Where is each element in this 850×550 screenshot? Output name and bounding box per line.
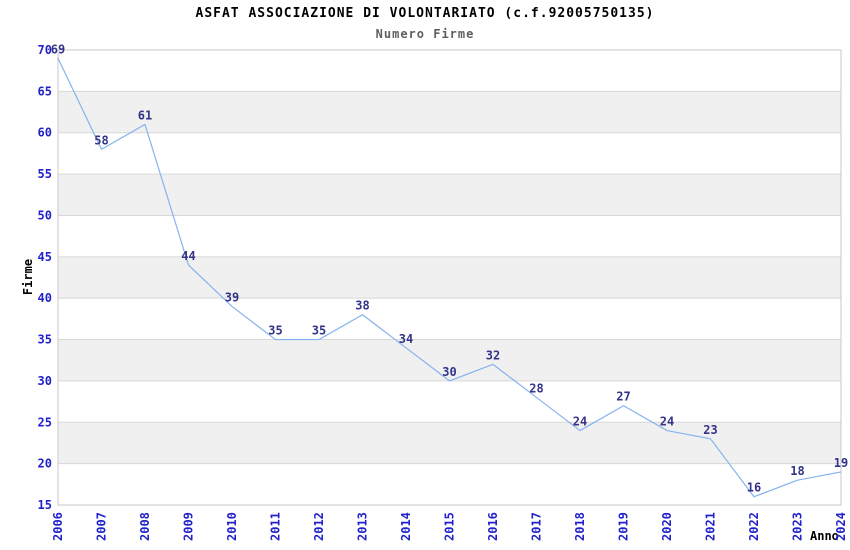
y-tick-label: 15 xyxy=(38,498,52,512)
x-tick-label: 2010 xyxy=(225,512,239,541)
chart-title: ASFAT ASSOCIAZIONE DI VOLONTARIATO (c.f.… xyxy=(195,6,655,21)
data-label: 32 xyxy=(486,348,500,362)
x-tick-label: 2020 xyxy=(660,512,674,541)
x-axis-title: Anno xyxy=(810,529,839,543)
chart-subtitle: Numero Firme xyxy=(375,27,475,41)
plot-band xyxy=(58,256,841,299)
data-label: 24 xyxy=(573,415,587,429)
x-tick-label: 2011 xyxy=(269,512,283,541)
y-tick-label: 60 xyxy=(38,126,52,140)
data-label: 30 xyxy=(442,365,456,379)
x-tick-label: 2014 xyxy=(399,512,413,541)
data-label: 44 xyxy=(181,249,195,263)
x-tick-label: 2006 xyxy=(51,512,65,541)
data-label: 39 xyxy=(225,290,239,304)
x-tick-label: 2022 xyxy=(747,512,761,541)
x-tick-label: 2008 xyxy=(138,512,152,541)
data-label: 58 xyxy=(94,133,108,147)
plot-band xyxy=(58,339,841,381)
series-line xyxy=(57,58,842,498)
y-tick-label: 55 xyxy=(38,167,52,181)
y-tick-label: 45 xyxy=(38,250,52,264)
x-tick-label: 2012 xyxy=(312,512,326,541)
x-tick-label: 2023 xyxy=(791,512,805,541)
data-label: 16 xyxy=(747,481,761,495)
data-label: 38 xyxy=(355,299,369,313)
x-tick-label: 2015 xyxy=(443,512,457,541)
x-tick-label: 2013 xyxy=(356,512,370,541)
y-tick-label: 35 xyxy=(38,333,52,347)
data-label: 69 xyxy=(51,42,65,56)
y-tick-label: 50 xyxy=(38,208,52,222)
y-tick-label: 30 xyxy=(38,374,52,388)
data-label: 27 xyxy=(616,390,630,404)
y-tick-label: 25 xyxy=(38,415,52,429)
data-label: 35 xyxy=(312,324,326,338)
x-tick-label: 2009 xyxy=(182,512,196,541)
x-tick-label: 2018 xyxy=(573,512,587,541)
data-label: 61 xyxy=(138,108,152,122)
x-tick-label: 2017 xyxy=(530,512,544,541)
y-tick-label: 65 xyxy=(38,84,52,98)
data-label: 28 xyxy=(529,381,543,395)
data-label: 24 xyxy=(660,415,674,429)
plot-band xyxy=(58,422,841,464)
data-label: 23 xyxy=(703,423,717,437)
plot-border xyxy=(57,49,842,506)
data-label: 18 xyxy=(790,464,804,478)
y-tick-label: 40 xyxy=(38,291,52,305)
plot-band xyxy=(58,91,841,133)
y-tick-label: 70 xyxy=(38,43,52,57)
x-tick-label: 2016 xyxy=(486,512,500,541)
y-tick-label: 20 xyxy=(38,457,52,471)
x-tick-label: 2007 xyxy=(95,512,109,541)
data-label: 19 xyxy=(834,456,848,470)
x-tick-label: 2019 xyxy=(617,512,631,541)
data-label: 34 xyxy=(399,332,413,346)
data-label: 35 xyxy=(268,324,282,338)
x-tick-label: 2024 xyxy=(834,512,848,541)
plot-band xyxy=(58,174,841,216)
x-tick-label: 2021 xyxy=(704,512,718,541)
